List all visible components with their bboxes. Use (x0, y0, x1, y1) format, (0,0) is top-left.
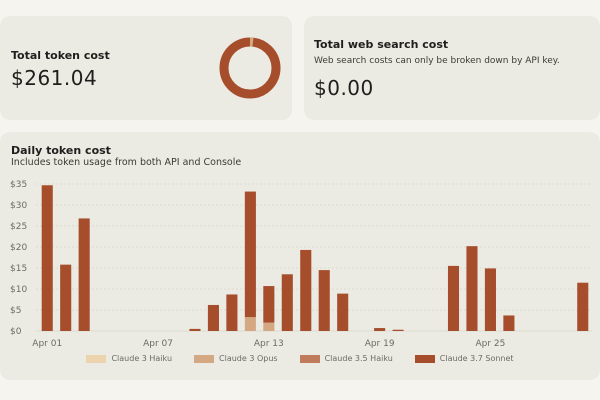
legend-item[interactable]: Claude 3.5 Haiku (299, 354, 393, 363)
total-token-cost-value: $261.04 (11, 66, 98, 90)
bar-segment[interactable] (207, 304, 219, 331)
web-search-cost-card: Total web search cost Web search costs c… (304, 16, 600, 120)
donut-ring (219, 37, 281, 99)
legend-label: Claude 3 Haiku (111, 354, 173, 363)
bar-segment[interactable] (337, 293, 349, 331)
total-token-cost-card: Total token cost $261.04 (0, 16, 292, 120)
legend-swatch (194, 354, 215, 363)
y-tick-label: $0 (10, 327, 22, 337)
token-cost-donut-chart (219, 37, 281, 99)
x-tick-label: Apr 01 (32, 339, 62, 349)
legend-swatch (414, 354, 435, 363)
legend-item[interactable]: Claude 3 Haiku (86, 354, 172, 363)
x-tick-label: Apr 19 (365, 339, 395, 349)
y-tick-label: $15 (10, 264, 27, 274)
legend-label: Claude 3 Opus (219, 354, 278, 363)
y-tick-label: $20 (10, 243, 27, 253)
legend-item[interactable]: Claude 3.7 Sonnet (414, 354, 514, 363)
chart-legend: Claude 3 Haiku Claude 3 Opus Claude 3.5 Ha… (0, 354, 600, 363)
bar-segment[interactable] (392, 329, 404, 331)
x-tick-label: Apr 07 (143, 339, 173, 349)
bar-segment[interactable] (466, 246, 478, 331)
y-tick-label: $35 (10, 180, 27, 190)
bar-segment[interactable] (244, 191, 256, 318)
bar-segment[interactable] (189, 328, 201, 331)
bar-segment[interactable] (281, 274, 293, 331)
y-tick-label: $30 (10, 201, 27, 211)
x-tick-label: Apr 25 (475, 339, 505, 349)
web-search-cost-title: Total web search cost (314, 38, 449, 51)
legend-label: Claude 3.5 Haiku (324, 354, 393, 363)
daily-token-cost-subtitle: Includes token usage from both API and C… (11, 157, 242, 168)
bar-segment[interactable] (226, 294, 238, 331)
bar-segment[interactable] (263, 286, 275, 323)
bar-segment[interactable] (447, 265, 460, 331)
y-tick-label: $5 (10, 306, 21, 316)
bar-segment[interactable] (484, 268, 496, 331)
bar-segment[interactable] (374, 328, 386, 331)
bar-segment[interactable] (78, 218, 90, 331)
legend-item[interactable]: Claude 3 Opus (194, 354, 278, 363)
bar-segment[interactable] (318, 270, 330, 331)
bar-segment[interactable] (503, 315, 515, 331)
bar-segment[interactable] (300, 249, 312, 331)
web-search-cost-description: Web search costs can only be broken down… (314, 56, 560, 66)
daily-token-cost-chart: $0 $5 $10 $15 $20 $25 $30 $35 Apr 01 Apr 07 Apr 13… (10, 180, 592, 349)
legend-swatch (86, 354, 107, 363)
bar-segment[interactable] (263, 322, 275, 331)
web-search-cost-value: $0.00 (314, 76, 374, 100)
y-tick-label: $25 (10, 222, 27, 232)
bar-segment[interactable] (41, 185, 53, 331)
y-tick-label: $10 (10, 285, 27, 295)
bar-segment[interactable] (60, 264, 72, 331)
bar-segment[interactable] (577, 282, 589, 331)
daily-token-cost-card: Daily token cost Includes token usage fr… (0, 132, 600, 380)
legend-label: Claude 3.7 Sonnet (439, 354, 514, 363)
daily-token-cost-title: Daily token cost (11, 144, 111, 157)
legend-swatch (299, 354, 320, 363)
total-token-cost-title: Total token cost (11, 49, 110, 62)
x-tick-label: Apr 13 (254, 339, 284, 349)
bar-segment[interactable] (244, 317, 256, 331)
